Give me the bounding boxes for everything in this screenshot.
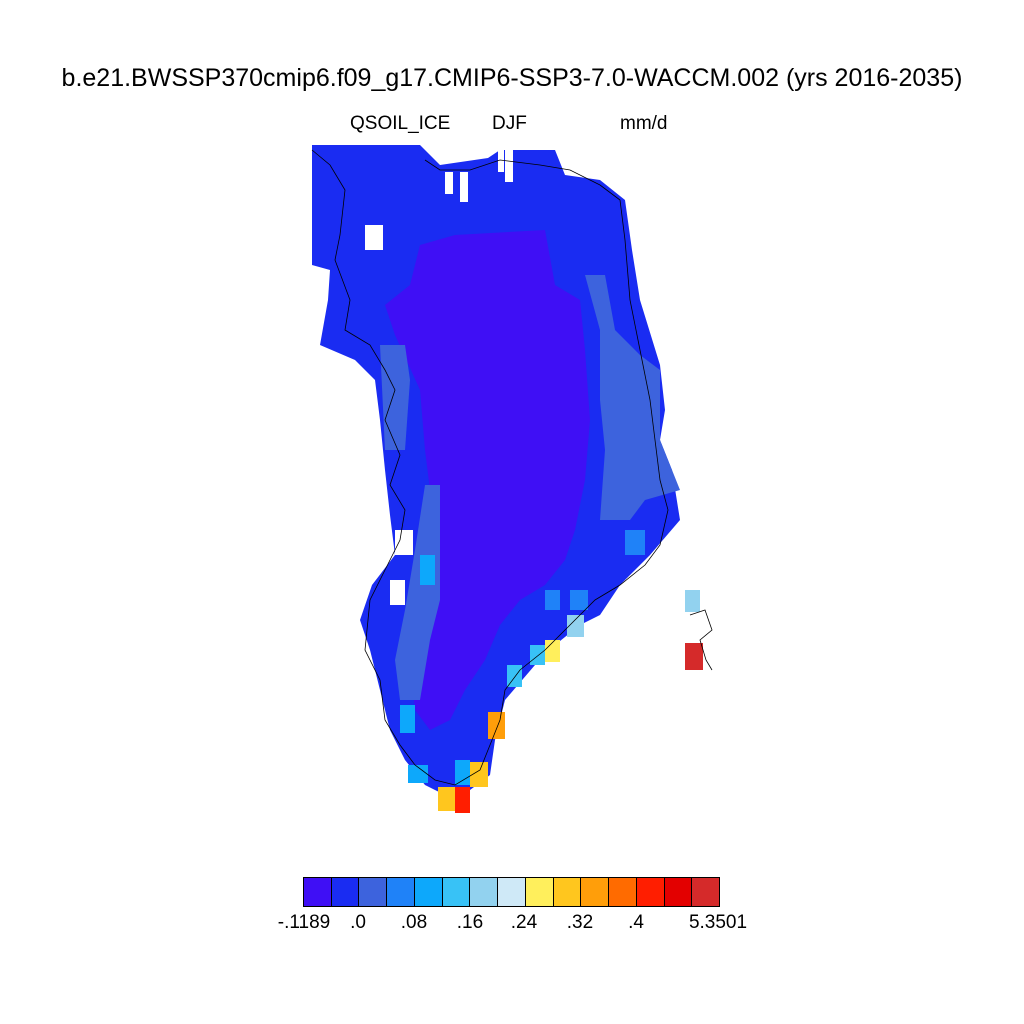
east-coastal-band <box>585 275 680 520</box>
gap <box>445 172 453 194</box>
colorbar-tick-label: .24 <box>510 912 538 933</box>
colorbar-cell <box>497 877 526 907</box>
colorbar-cell <box>524 877 554 907</box>
colorbar-tick-label: .4 <box>628 912 644 933</box>
gap <box>390 580 405 605</box>
colorbar-tick-label: -.1189 <box>277 912 331 933</box>
colorbar-cell <box>469 877 499 907</box>
units-label: mm/d <box>620 113 668 134</box>
colorbar-tick-label: .16 <box>456 912 484 933</box>
coastline <box>311 149 669 786</box>
colorbar-cell <box>441 877 471 907</box>
cell <box>685 590 700 612</box>
cell <box>567 615 584 637</box>
colorbar-cell <box>413 877 443 907</box>
cell <box>625 530 645 555</box>
colorbar-tick-label: .32 <box>566 912 594 933</box>
colorbar-cell <box>552 877 582 907</box>
cell <box>488 712 505 739</box>
gap <box>365 225 383 250</box>
cell <box>685 643 703 670</box>
variable-label: QSOIL_ICE <box>350 113 451 134</box>
colorbar-tick-label: 5.3501 <box>688 912 748 933</box>
cell <box>470 762 488 787</box>
cell <box>530 645 545 665</box>
gap <box>460 172 468 202</box>
colorbar-cell <box>608 877 637 907</box>
gap <box>505 150 513 182</box>
colorbar-cell <box>580 877 610 907</box>
season-label: DJF <box>492 113 527 134</box>
cell <box>570 590 588 610</box>
cell <box>420 555 435 585</box>
colorbar <box>303 877 721 907</box>
cell <box>507 665 522 687</box>
colorbar-tick-label: .0 <box>350 912 366 933</box>
cell <box>545 640 560 662</box>
west-coastal-band <box>395 485 440 700</box>
cell <box>438 787 455 811</box>
colorbar-cell <box>691 877 721 907</box>
gap <box>498 150 504 172</box>
colorbar-cell <box>635 877 665 907</box>
cell <box>545 590 560 610</box>
colorbar-tick-label: .08 <box>400 912 428 933</box>
colorbar-cell <box>358 877 388 907</box>
nw-coastal-band <box>380 345 410 450</box>
iceland-coastline <box>689 609 713 671</box>
colorbar-cell <box>663 877 693 907</box>
cell <box>455 787 470 813</box>
cell <box>408 765 428 783</box>
colorbar-cell <box>386 877 415 907</box>
cell <box>400 705 415 733</box>
colorbar-cell <box>330 877 360 907</box>
map-title: b.e21.BWSSP370cmip6.f09_g17.CMIP6-SSP3-7… <box>61 64 963 92</box>
cell <box>455 760 470 785</box>
colorbar-cell <box>303 877 332 907</box>
gap <box>395 530 413 555</box>
